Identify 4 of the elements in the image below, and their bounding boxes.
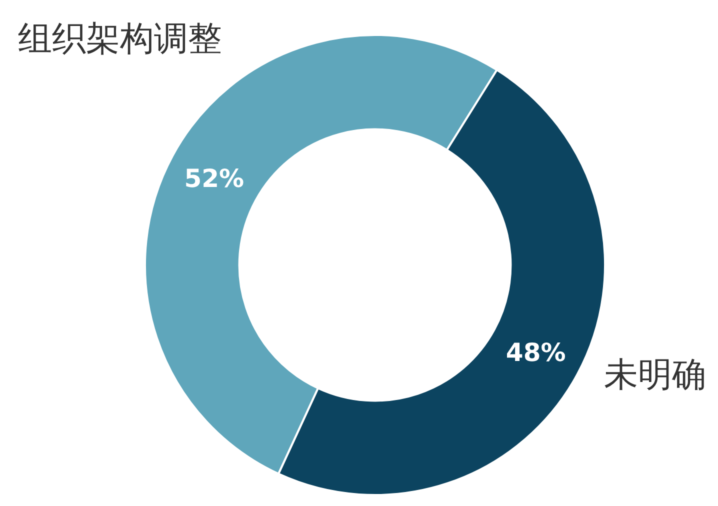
slice-label: 未明确: [604, 355, 706, 395]
slice-label: 组织架构调整: [18, 19, 222, 59]
data-label: 52%: [184, 164, 244, 194]
data-label: 48%: [506, 338, 566, 367]
